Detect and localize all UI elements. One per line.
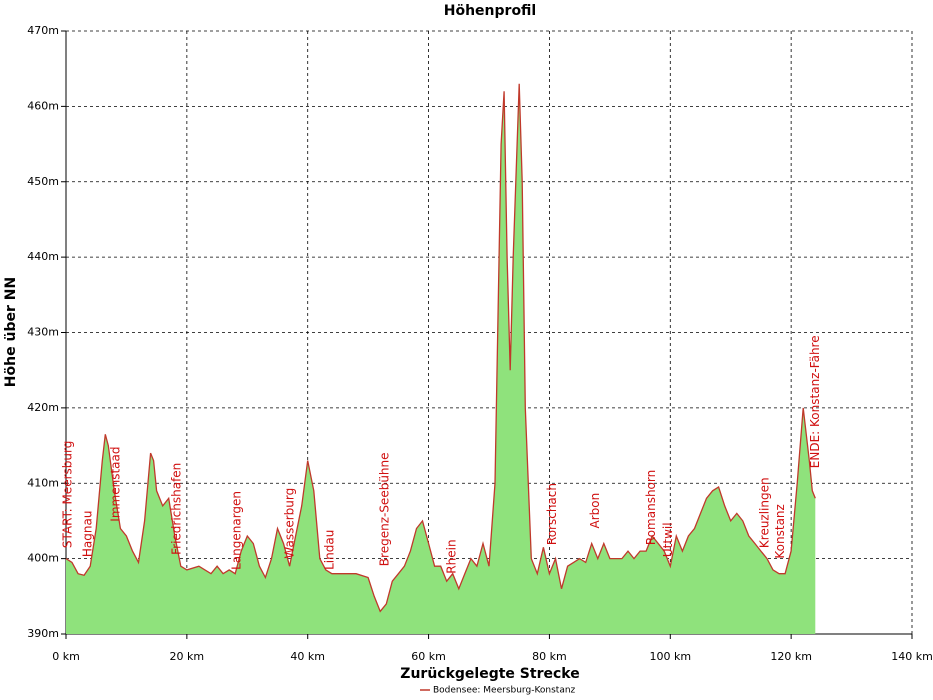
y-axis-title: Höhe über NN xyxy=(3,277,19,387)
place-label: Rorschach xyxy=(545,483,559,545)
place-label: Wasserburg xyxy=(283,488,297,559)
x-tick-label: 0 km xyxy=(52,650,80,663)
y-tick-label: 420m xyxy=(27,401,59,414)
y-tick-label: 470m xyxy=(27,24,59,37)
place-label: Hagnau xyxy=(80,511,94,558)
y-tick-label: 410m xyxy=(27,476,59,489)
y-tick-label: 390m xyxy=(27,627,59,640)
place-label: START: Meersburg xyxy=(60,441,74,548)
x-tick-label: 120 km xyxy=(770,650,812,663)
y-tick-label: 440m xyxy=(27,250,59,263)
y-tick-label: 460m xyxy=(27,99,59,112)
elevation-area xyxy=(66,83,816,635)
place-label: Rhein xyxy=(445,539,459,573)
place-label: Romanshorn xyxy=(644,470,658,545)
x-tick-label: 60 km xyxy=(411,650,446,663)
place-label: ENDE: Konstanz-Fähre xyxy=(808,335,822,468)
place-label: Konstanz xyxy=(773,504,787,558)
y-tick-label: 400m xyxy=(27,552,59,565)
place-label: Immenstaad xyxy=(109,447,123,522)
x-tick-label: 80 km xyxy=(532,650,567,663)
place-label: Bregenz-Seebühne xyxy=(378,452,392,566)
elevation-line xyxy=(65,83,816,613)
chart-title: Höhenprofil xyxy=(444,3,536,19)
place-label: Friedrichshafen xyxy=(170,463,184,555)
x-tick-label: 140 km xyxy=(891,650,933,663)
place-label: Arbon xyxy=(588,493,602,529)
y-tick-label: 430m xyxy=(27,326,59,339)
x-axis-title: Zurückgelegte Strecke xyxy=(400,666,579,682)
x-tick-label: 40 km xyxy=(290,650,325,663)
place-label: Uttwil xyxy=(661,522,675,557)
y-tick-label: 450m xyxy=(27,175,59,188)
place-label: Lindau xyxy=(323,530,337,570)
legend-label: Bodensee: Meersburg-Konstanz xyxy=(433,686,576,696)
x-tick-label: 20 km xyxy=(170,650,205,663)
place-label: Kreuzlingen xyxy=(758,477,772,548)
x-tick-label: 100 km xyxy=(649,650,691,663)
place-label: Langenargen xyxy=(230,491,244,570)
